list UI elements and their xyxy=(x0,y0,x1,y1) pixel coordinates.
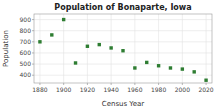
grid-line xyxy=(39,14,40,83)
y-axis-label: Population xyxy=(2,30,10,67)
point xyxy=(38,40,41,43)
point xyxy=(86,45,89,48)
point xyxy=(109,46,112,49)
point xyxy=(157,64,160,67)
tick-label: 1980 xyxy=(151,86,166,93)
point xyxy=(74,61,77,64)
tick-label: 800 xyxy=(20,27,32,34)
tick-label: 600 xyxy=(20,49,32,56)
grid-line xyxy=(158,14,159,83)
tick-label: 1880 xyxy=(32,86,47,93)
grid-line xyxy=(63,14,64,83)
grid-line xyxy=(34,64,212,65)
x-axis-label: Census Year xyxy=(102,100,145,108)
tick-label: 900 xyxy=(20,16,32,23)
point xyxy=(169,66,172,69)
tick-label: 1920 xyxy=(80,86,95,93)
tick-label: 1960 xyxy=(127,86,142,93)
grid-line xyxy=(87,14,88,83)
point xyxy=(133,66,136,69)
grid-line xyxy=(34,41,212,42)
points xyxy=(38,18,208,82)
point xyxy=(98,43,101,46)
tick-label: 2020 xyxy=(198,86,213,93)
point xyxy=(121,49,124,52)
grid-line xyxy=(182,14,183,83)
chart: 1880 1900 1920 1940 1960 1980 2000 2020 400 500 60… xyxy=(0,0,220,110)
tick-label: 1900 xyxy=(56,86,71,93)
tick-label: 700 xyxy=(20,38,32,45)
point xyxy=(145,61,148,64)
tick-label: 1940 xyxy=(103,86,118,93)
grid-line xyxy=(34,30,212,31)
title: Population of Bonaparte, Iowa xyxy=(54,3,191,12)
grid-line xyxy=(34,19,212,20)
tick-label: 400 xyxy=(20,71,32,78)
point xyxy=(204,79,207,82)
grid-line xyxy=(206,14,207,83)
grid-line xyxy=(34,52,212,53)
tick-label: 500 xyxy=(20,60,32,67)
point xyxy=(50,33,53,36)
grid-line xyxy=(34,75,212,76)
tick-label: 2000 xyxy=(175,86,190,93)
plot-area xyxy=(34,14,212,83)
plot-frame xyxy=(34,14,212,83)
point xyxy=(62,18,65,21)
grid-line xyxy=(134,14,135,83)
point xyxy=(193,70,196,73)
point xyxy=(181,67,184,70)
